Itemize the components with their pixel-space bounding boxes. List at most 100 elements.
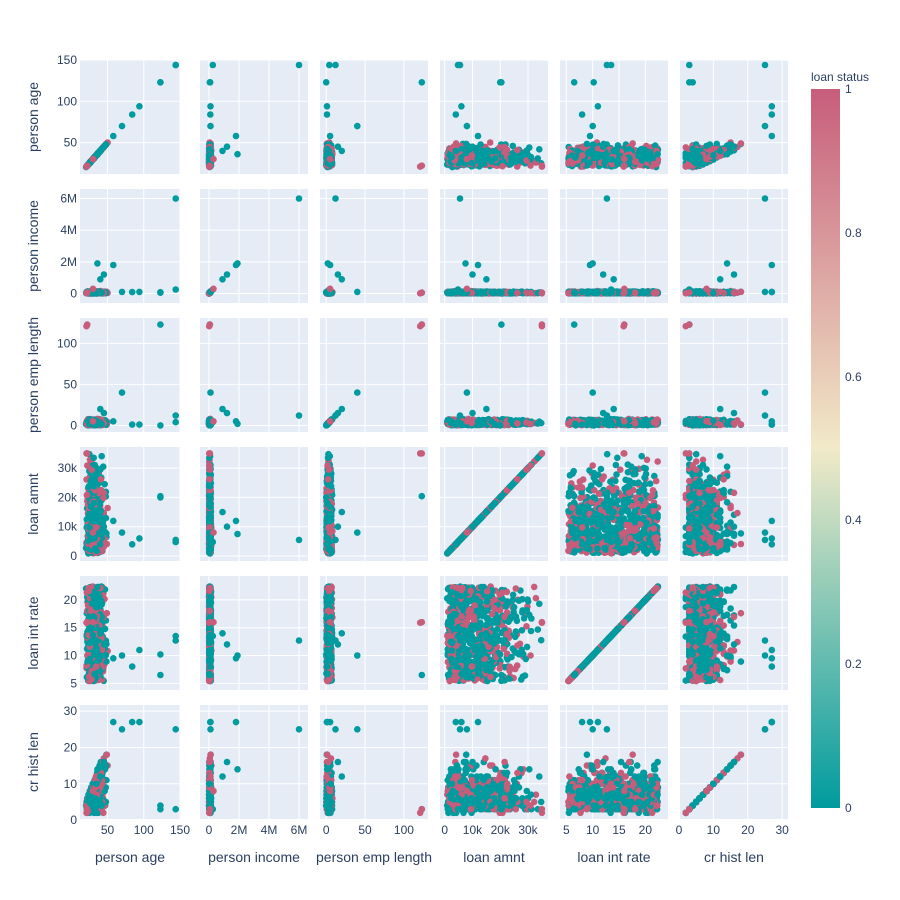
data-point <box>83 163 90 170</box>
panel-person_age-vs-person_emp_length <box>320 59 428 174</box>
panel-person_age-vs-person_income <box>200 59 308 174</box>
data-point <box>578 111 586 118</box>
point-group <box>82 61 179 171</box>
data-point <box>454 61 462 69</box>
data-point <box>651 142 659 149</box>
data-point <box>578 152 586 159</box>
data-point <box>207 103 214 110</box>
data-point <box>538 163 546 170</box>
panel-person_age-vs-person_age <box>80 59 181 174</box>
data-point <box>523 147 531 154</box>
panel-background <box>200 60 308 174</box>
data-point <box>608 160 616 168</box>
data-point <box>205 163 213 170</box>
data-point <box>589 150 596 158</box>
data-point <box>326 61 333 69</box>
data-point <box>583 140 591 148</box>
data-point <box>446 151 454 159</box>
data-point <box>631 158 639 166</box>
panel-person_age-vs-loan_int_rate <box>560 59 668 174</box>
data-point <box>206 151 213 159</box>
data-point <box>468 152 476 159</box>
data-point <box>334 143 342 150</box>
data-point <box>571 154 579 161</box>
data-point <box>498 79 505 86</box>
data-point <box>136 103 143 110</box>
data-point <box>654 151 661 158</box>
data-point <box>496 144 504 151</box>
data-point <box>323 111 331 118</box>
data-point <box>512 158 520 166</box>
data-point <box>172 61 179 69</box>
point-group <box>443 61 546 171</box>
data-point <box>608 156 616 163</box>
data-point <box>499 162 506 170</box>
panel-person_age-vs-cb_person_cred_hist_length <box>680 59 788 174</box>
data-point <box>332 61 339 69</box>
data-point <box>640 146 647 154</box>
data-point <box>206 79 214 86</box>
data-point <box>458 103 465 110</box>
data-point <box>207 122 214 130</box>
data-point <box>295 61 303 69</box>
data-point <box>118 122 126 130</box>
data-point <box>223 143 231 150</box>
data-point <box>207 111 214 118</box>
data-point <box>527 153 535 161</box>
data-point <box>324 150 332 158</box>
data-point <box>607 61 615 69</box>
data-point <box>209 61 217 69</box>
data-point <box>232 132 240 140</box>
data-point <box>468 159 475 167</box>
data-point <box>322 79 330 86</box>
data-point <box>534 155 542 162</box>
data-point <box>649 155 656 162</box>
panel-person_age-vs-loan_amnt <box>440 59 548 174</box>
data-point <box>602 158 609 165</box>
data-point <box>128 111 136 118</box>
data-point <box>589 141 597 148</box>
data-point <box>610 147 617 155</box>
data-point <box>570 79 578 86</box>
point-group <box>205 61 303 171</box>
data-point <box>452 140 460 147</box>
data-point <box>323 103 331 110</box>
data-point <box>621 155 628 163</box>
data-point <box>506 161 514 168</box>
data-point <box>490 147 498 155</box>
data-point <box>641 151 648 159</box>
data-point <box>503 146 511 154</box>
data-point <box>458 145 466 153</box>
data-point <box>478 156 485 163</box>
data-point <box>326 132 334 140</box>
data-point <box>586 132 594 140</box>
data-point <box>569 160 576 167</box>
data-point <box>474 132 482 140</box>
data-point <box>486 139 494 146</box>
data-point <box>354 122 361 130</box>
data-point <box>614 160 621 167</box>
data-point <box>653 160 660 168</box>
data-point <box>157 79 164 86</box>
data-point <box>620 163 627 170</box>
data-point <box>463 122 471 130</box>
data-point <box>536 146 543 153</box>
data-point <box>469 143 476 150</box>
data-point <box>234 150 241 158</box>
data-point <box>523 157 530 164</box>
data-point <box>509 142 517 150</box>
data-point <box>110 132 117 140</box>
data-point <box>599 143 607 150</box>
data-point <box>463 155 471 163</box>
data-point <box>89 155 97 163</box>
data-point <box>418 79 426 86</box>
data-point <box>584 160 592 167</box>
data-point <box>452 111 460 118</box>
point-group <box>682 61 776 171</box>
data-point <box>97 147 104 155</box>
data-point <box>324 145 331 153</box>
data-point <box>488 158 495 165</box>
data-point <box>625 145 633 153</box>
data-point <box>210 155 217 163</box>
data-point <box>483 154 491 161</box>
